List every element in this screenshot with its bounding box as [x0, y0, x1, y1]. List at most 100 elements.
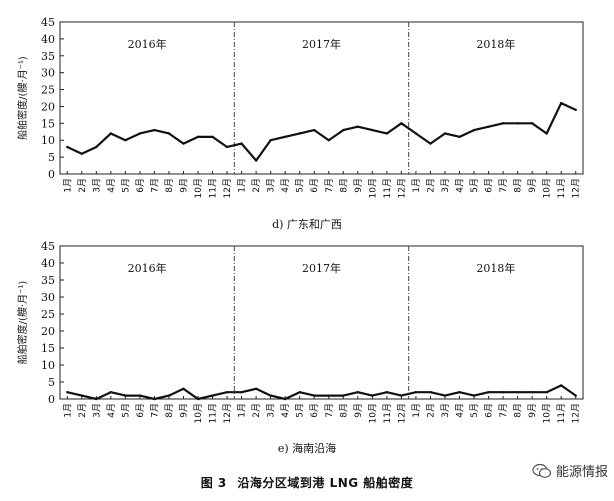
- data-point: [356, 125, 360, 128]
- x-tick-label: 10月: [193, 178, 204, 198]
- year-label: 2017年: [302, 37, 341, 51]
- y-tick-label: 35: [41, 274, 55, 287]
- x-tick-label: 4月: [455, 403, 466, 418]
- data-point: [153, 128, 156, 132]
- x-tick-label: 11月: [382, 403, 393, 423]
- x-tick-label: 1月: [237, 403, 248, 418]
- data-point: [385, 132, 389, 135]
- x-tick-label: 12月: [571, 178, 582, 198]
- data-point: [371, 128, 374, 132]
- x-tick-label: 5月: [295, 403, 306, 418]
- data-point: [283, 135, 287, 139]
- x-tick-label: 3月: [266, 178, 277, 193]
- data-point: [153, 397, 156, 401]
- data-point: [400, 122, 403, 125]
- x-tick-label: 1月: [411, 178, 422, 193]
- y-tick-label: 0: [48, 168, 55, 181]
- data-point: [342, 394, 345, 397]
- data-point: [298, 391, 301, 394]
- y-axis-label: 船舶密度/(艘·月⁻¹): [16, 281, 29, 365]
- x-tick-label: 9月: [527, 403, 538, 418]
- year-label: 2017年: [302, 261, 341, 275]
- series-line: [67, 384, 577, 401]
- data-point: [66, 391, 69, 394]
- data-point: [283, 397, 287, 401]
- year-label: 2018年: [476, 261, 515, 275]
- data-point: [545, 132, 548, 135]
- data-point: [356, 391, 360, 394]
- data-point: [574, 108, 577, 112]
- data-point: [240, 142, 243, 145]
- data-point: [313, 394, 316, 397]
- data-point: [109, 391, 113, 394]
- chart-caption: e) 海南沿海: [277, 442, 337, 455]
- x-tick-label: 7月: [498, 178, 509, 193]
- x-tick-label: 7月: [149, 178, 160, 193]
- x-tick-label: 9月: [178, 403, 189, 418]
- x-tick-label: 9月: [178, 178, 189, 193]
- x-tick-label: 9月: [353, 178, 364, 193]
- data-point: [313, 128, 316, 132]
- x-tick-label: 1月: [237, 178, 248, 193]
- year-label: 2016年: [128, 37, 167, 51]
- x-tick-label: 5月: [295, 178, 306, 193]
- x-tick-label: 5月: [469, 178, 480, 193]
- x-tick-label: 7月: [149, 403, 160, 418]
- data-point: [254, 159, 258, 162]
- x-tick-label: 1月: [62, 403, 73, 418]
- x-tick-label: 4月: [280, 178, 291, 193]
- x-tick-label: 7月: [498, 403, 509, 418]
- data-point: [371, 394, 374, 397]
- data-point: [516, 122, 519, 125]
- data-point: [225, 391, 229, 394]
- x-tick-label: 6月: [135, 178, 146, 193]
- data-point: [501, 122, 505, 125]
- y-tick-label: 15: [41, 117, 55, 130]
- year-label: 2016年: [128, 261, 167, 275]
- data-point: [487, 391, 490, 394]
- watermark-text: 能源情报: [555, 465, 608, 480]
- data-point: [472, 394, 476, 397]
- data-point: [240, 391, 243, 394]
- x-tick-label: 7月: [324, 178, 335, 193]
- data-point: [138, 132, 142, 135]
- x-tick-label: 3月: [266, 403, 277, 418]
- data-point: [472, 128, 476, 132]
- y-tick-label: 10: [41, 359, 55, 372]
- y-tick-label: 5: [48, 376, 55, 389]
- x-tick-label: 4月: [455, 178, 466, 193]
- plot-frame: [59, 21, 584, 175]
- x-tick-label: 12月: [222, 178, 233, 198]
- x-tick-label: 2月: [77, 178, 88, 193]
- data-point: [182, 387, 185, 390]
- x-tick-label: 3月: [91, 403, 102, 418]
- data-point: [516, 391, 519, 394]
- x-tick-label: 1月: [62, 178, 73, 193]
- x-tick-label: 8月: [338, 403, 349, 418]
- watermark: 能源情报: [532, 461, 608, 480]
- data-point: [298, 132, 301, 135]
- data-point: [95, 145, 98, 149]
- x-tick-label: 8月: [164, 178, 175, 193]
- x-tick-label: 5月: [120, 178, 131, 193]
- data-point: [182, 142, 185, 145]
- y-tick-label: 15: [41, 342, 55, 355]
- x-tick-label: 8月: [338, 178, 349, 193]
- x-tick-label: 8月: [513, 403, 524, 418]
- data-point: [80, 152, 83, 155]
- data-point: [400, 394, 403, 397]
- y-tick-label: 40: [41, 33, 55, 46]
- x-tick-label: 3月: [440, 403, 451, 418]
- y-tick-label: 45: [41, 240, 55, 253]
- x-tick-label: 10月: [367, 178, 378, 198]
- x-tick-label: 11月: [208, 403, 219, 423]
- data-point: [95, 397, 98, 401]
- chart-caption: d) 广东和广西: [272, 218, 342, 231]
- data-point: [501, 391, 505, 394]
- data-point: [530, 391, 534, 394]
- data-point: [167, 394, 171, 397]
- x-tick-label: 2月: [425, 403, 436, 418]
- data-point: [487, 125, 490, 128]
